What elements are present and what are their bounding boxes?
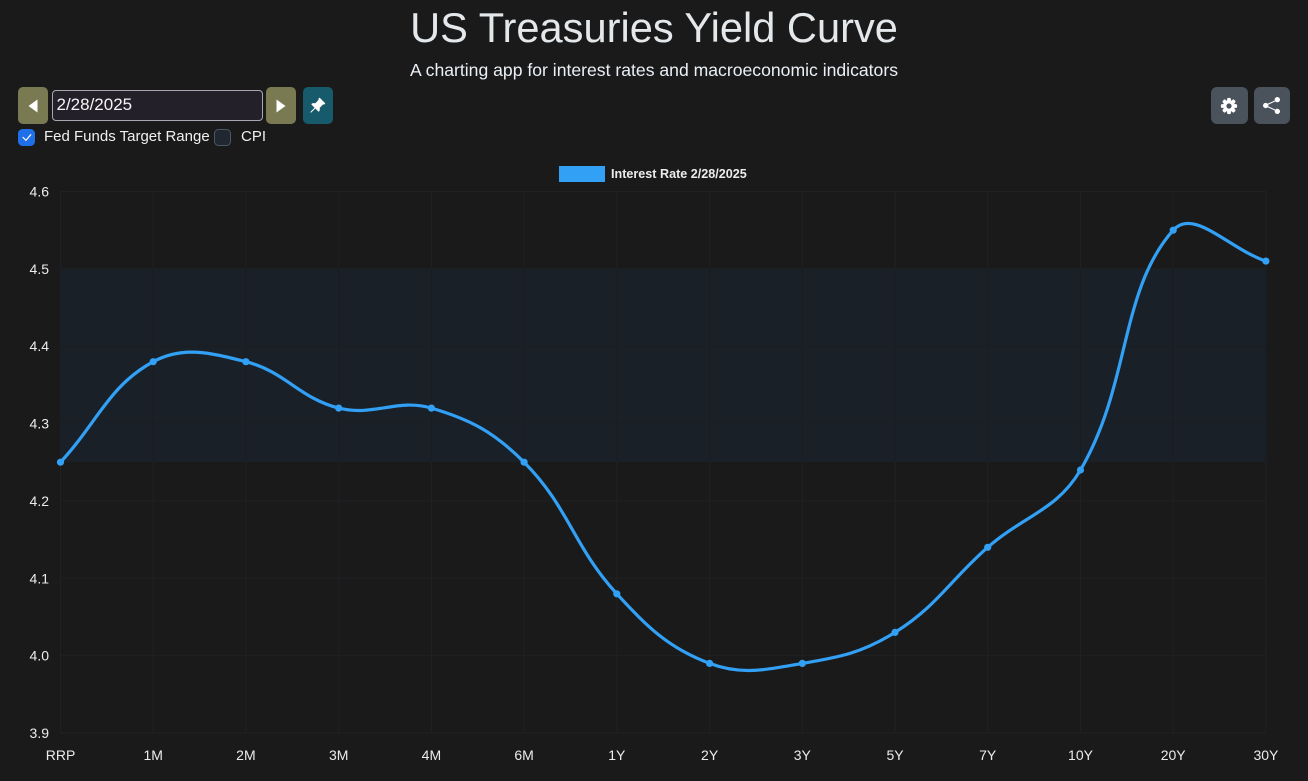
svg-text:2Y: 2Y (701, 747, 719, 763)
svg-text:3.9: 3.9 (30, 725, 50, 741)
svg-text:4.5: 4.5 (30, 261, 50, 277)
svg-text:10Y: 10Y (1068, 747, 1094, 763)
svg-text:4.2: 4.2 (30, 493, 50, 509)
svg-text:30Y: 30Y (1253, 747, 1279, 763)
svg-text:3Y: 3Y (794, 747, 812, 763)
svg-text:4M: 4M (422, 747, 441, 763)
svg-text:1Y: 1Y (608, 747, 626, 763)
svg-text:4.6: 4.6 (30, 184, 50, 200)
svg-text:5Y: 5Y (886, 747, 904, 763)
svg-text:3M: 3M (329, 747, 348, 763)
svg-text:4.0: 4.0 (30, 648, 50, 664)
svg-text:7Y: 7Y (979, 747, 997, 763)
svg-text:20Y: 20Y (1161, 747, 1187, 763)
svg-text:1M: 1M (143, 747, 162, 763)
svg-text:4.1: 4.1 (30, 570, 50, 586)
svg-text:RRP: RRP (46, 747, 76, 763)
svg-text:2M: 2M (236, 747, 255, 763)
svg-text:6M: 6M (514, 747, 533, 763)
svg-text:4.4: 4.4 (30, 338, 50, 354)
svg-text:4.3: 4.3 (30, 416, 50, 432)
